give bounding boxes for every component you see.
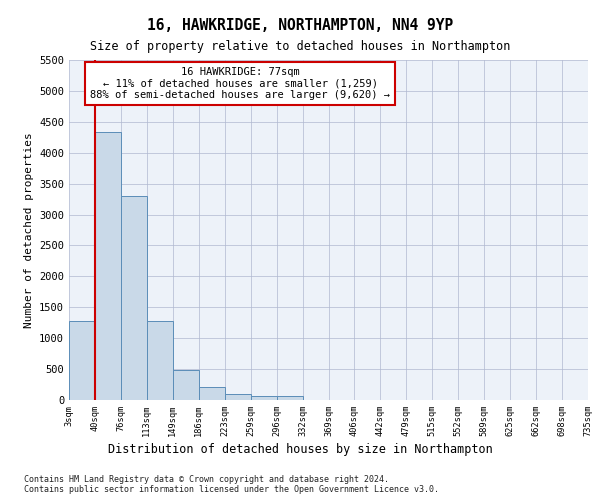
Text: Size of property relative to detached houses in Northampton: Size of property relative to detached ho… <box>90 40 510 53</box>
Bar <box>225 394 251 400</box>
Bar <box>95 132 121 400</box>
Bar <box>173 370 199 400</box>
Y-axis label: Number of detached properties: Number of detached properties <box>23 132 34 328</box>
Bar <box>251 396 277 400</box>
Text: 16 HAWKRIDGE: 77sqm
← 11% of detached houses are smaller (1,259)
88% of semi-det: 16 HAWKRIDGE: 77sqm ← 11% of detached ho… <box>90 67 390 100</box>
Text: Contains HM Land Registry data © Crown copyright and database right 2024.
Contai: Contains HM Land Registry data © Crown c… <box>24 475 439 494</box>
Text: Distribution of detached houses by size in Northampton: Distribution of detached houses by size … <box>107 442 493 456</box>
Bar <box>147 321 173 400</box>
Bar <box>277 396 302 400</box>
Bar <box>199 388 224 400</box>
Bar <box>69 322 95 400</box>
Text: 16, HAWKRIDGE, NORTHAMPTON, NN4 9YP: 16, HAWKRIDGE, NORTHAMPTON, NN4 9YP <box>147 18 453 32</box>
Bar <box>121 196 147 400</box>
